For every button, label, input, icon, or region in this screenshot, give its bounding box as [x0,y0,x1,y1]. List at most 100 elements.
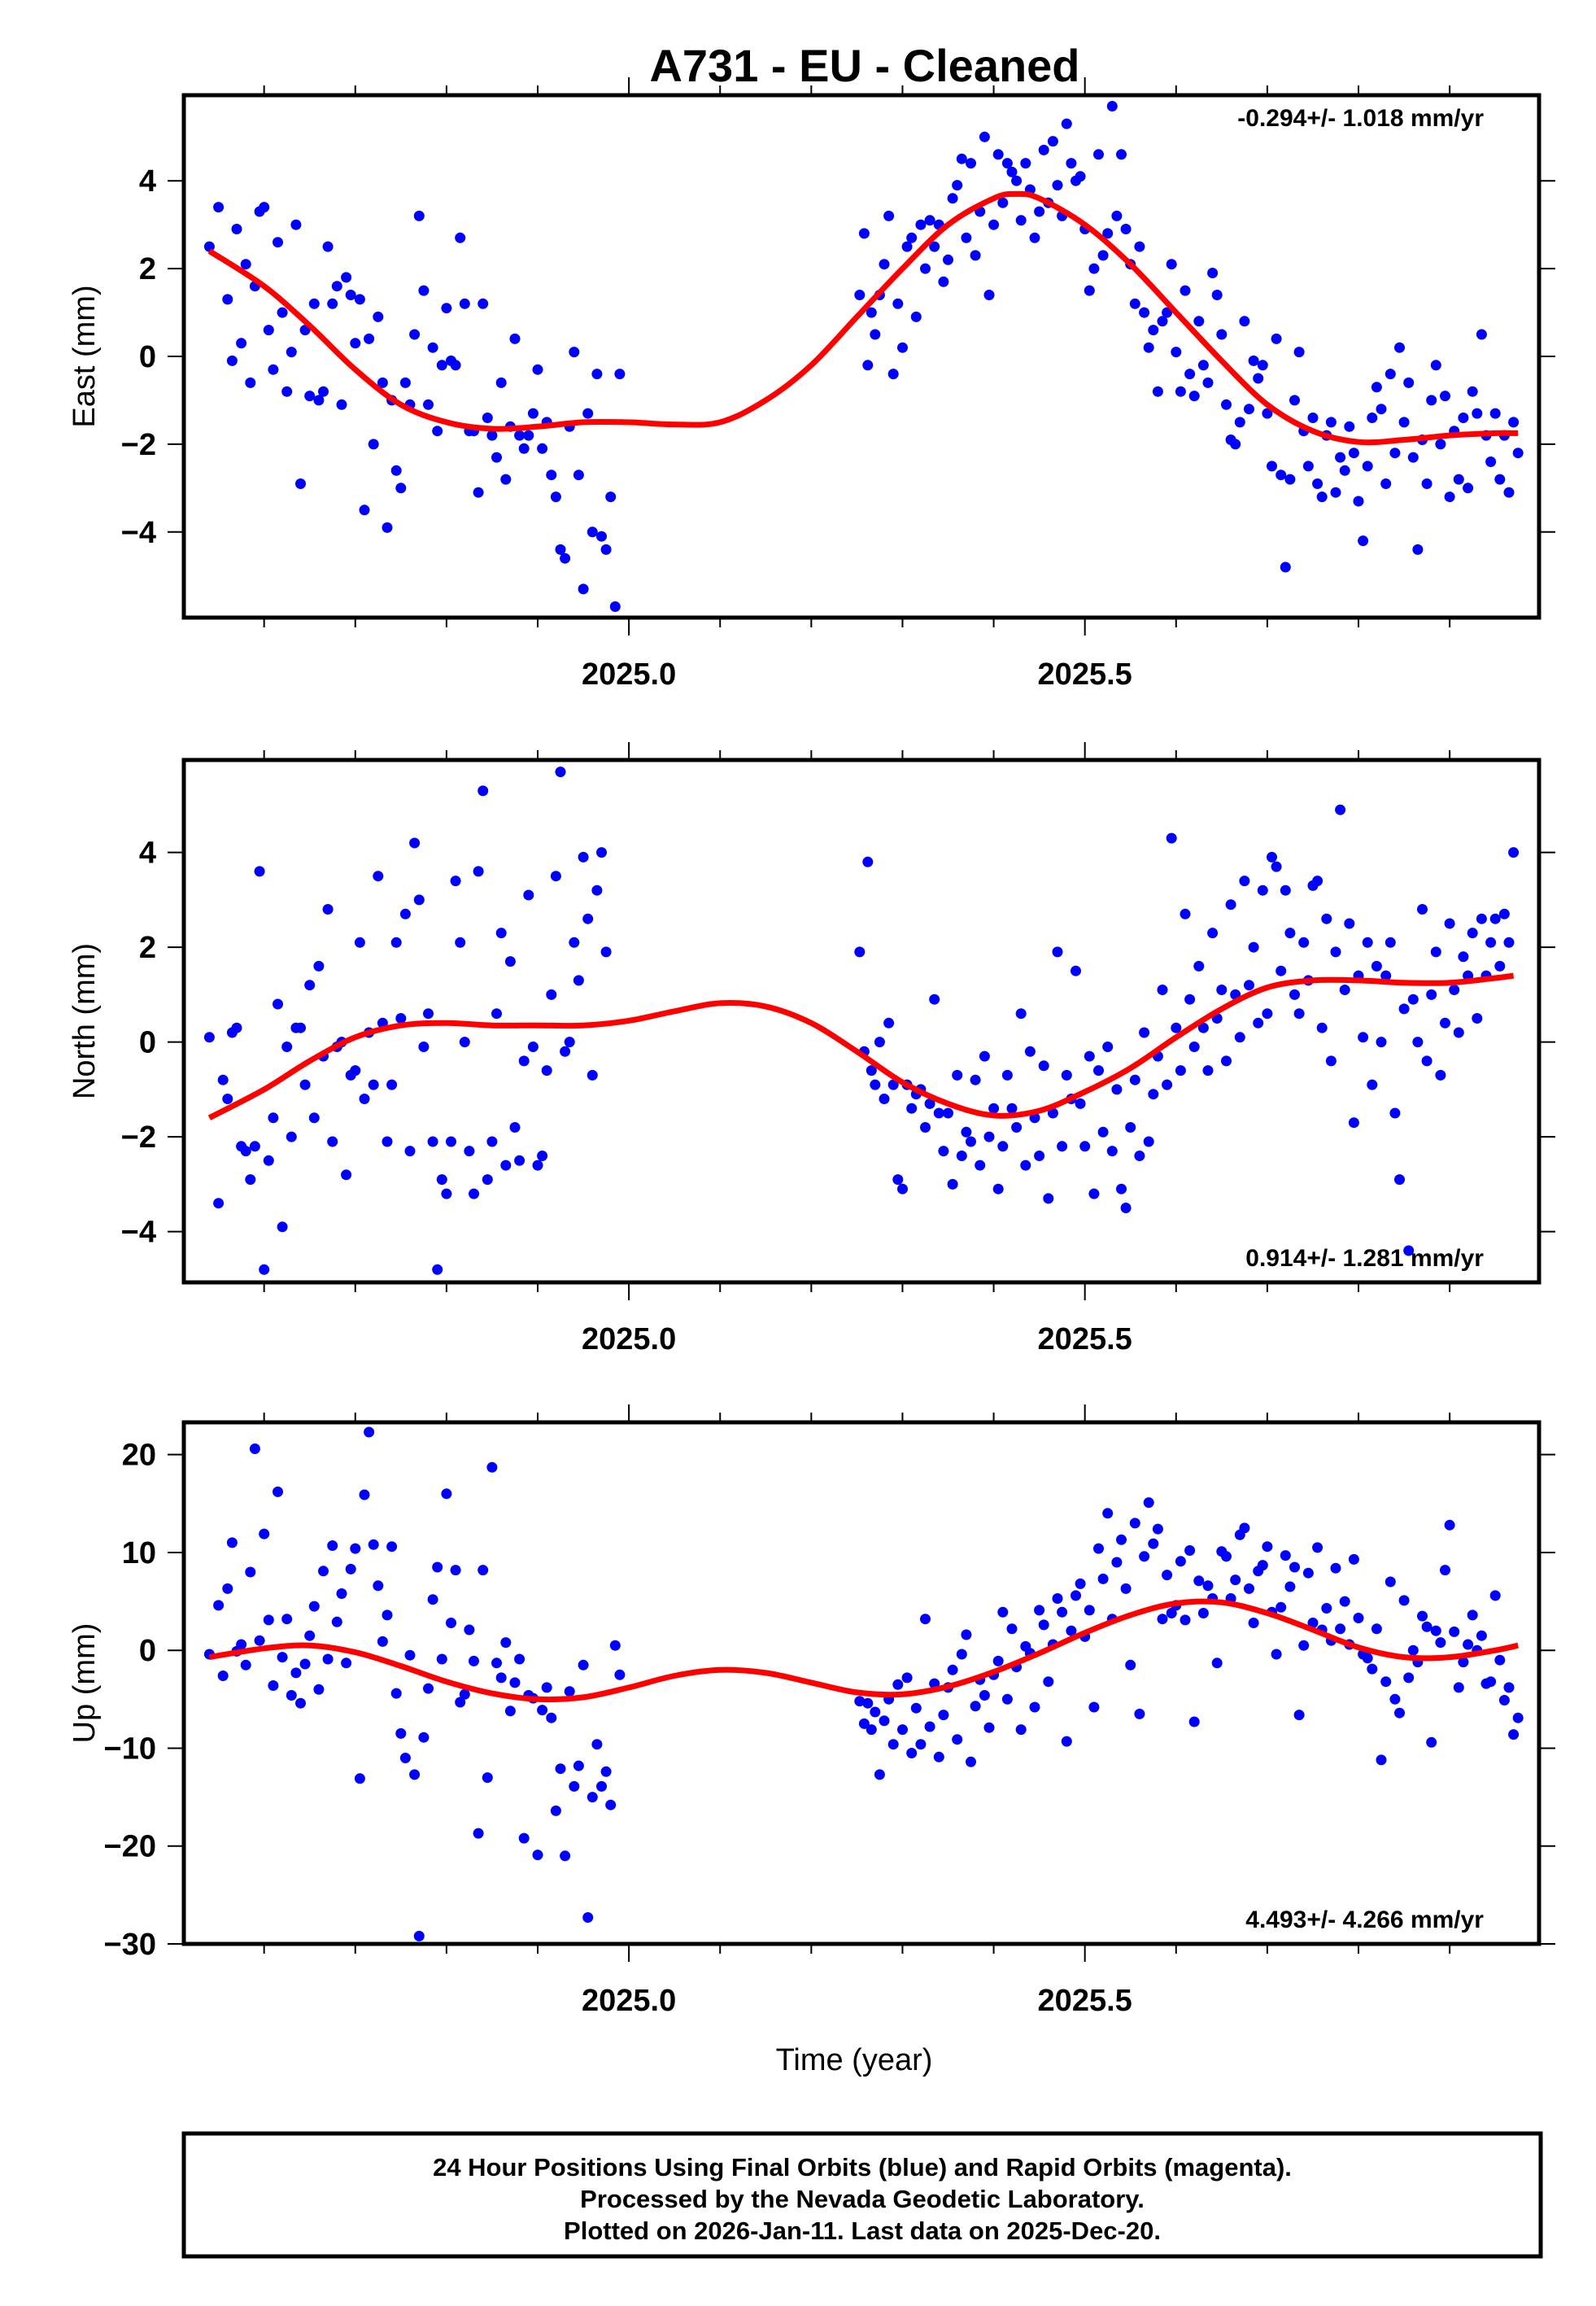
data-point [614,1669,626,1680]
data-point [596,1780,607,1792]
data-point [304,1630,316,1641]
data-point [992,1183,1004,1194]
data-point [1330,1562,1341,1574]
data-point [609,1640,621,1651]
data-point [1444,1519,1455,1531]
data-point [1271,1649,1282,1660]
data-point [1248,1618,1259,1628]
data-point [441,1188,452,1199]
data-point [920,1614,931,1625]
data-point [961,1629,972,1640]
data-point [1307,1618,1319,1628]
data-point [354,1773,365,1784]
data-point [240,259,251,270]
data-point [1175,1556,1186,1567]
data-point [862,360,874,371]
data-point [236,338,247,349]
data-point [1071,965,1081,976]
footer-line-2: Processed by the Nevada Geodetic Laborat… [580,2185,1145,2213]
data-point [1293,347,1305,358]
data-point [879,1094,890,1104]
data-point [446,1618,456,1628]
data-point [226,1537,238,1548]
data-point [436,1174,447,1186]
data-point [582,913,594,924]
data-point [1093,1065,1104,1077]
data-point [854,946,866,958]
data-point [1508,847,1520,858]
data-point [249,1443,260,1454]
data-point [956,1151,967,1161]
data-point [500,1637,512,1649]
data-point [222,1583,233,1594]
data-point [1344,421,1355,432]
data-point [550,491,561,503]
data-point [1093,149,1104,160]
data-point [1061,1736,1072,1747]
points-up [203,1426,1524,1941]
data-point [390,1688,402,1699]
data-point [929,241,940,252]
data-point [587,526,598,538]
data-point [1394,1707,1405,1719]
data-point [582,1912,594,1923]
data-point [254,866,265,877]
data-point [1275,1601,1287,1613]
footer-line-1: 24 Hour Positions Using Final Orbits (bl… [433,2153,1292,2182]
data-point [1230,1574,1241,1586]
y-tick-label: −20 [104,1830,156,1864]
data-point [564,1686,575,1697]
data-point [1038,1619,1049,1631]
data-point [901,1672,913,1684]
data-point [1015,1724,1027,1736]
panel-east: 2025.0 2025.5 4 2 0 −2 −4 East (mm) -0.294+/- 1.… [68,77,1555,692]
data-point [1494,474,1506,485]
data-point [569,937,580,948]
data-point [423,1008,434,1020]
data-point [537,1705,548,1716]
data-point [938,1146,949,1157]
data-point [1001,158,1013,169]
data-point [1029,1701,1040,1713]
data-point [1088,1188,1100,1199]
data-point [541,1065,552,1077]
data-point [992,149,1004,160]
data-point [1106,101,1118,111]
data-point [1472,408,1483,419]
data-point [983,1722,995,1733]
data-point [892,298,904,309]
data-point [459,1037,470,1048]
data-point [1116,149,1127,160]
data-point [263,1614,274,1626]
data-point [395,1013,407,1024]
data-point [268,364,279,375]
data-point [1330,946,1341,958]
data-point [1075,1578,1086,1589]
data-point [988,219,1000,230]
x-tick-label: 2025.5 [1038,657,1132,692]
data-point [1244,404,1254,415]
data-point [1403,377,1415,388]
data-point [1207,268,1219,278]
data-point [359,1094,370,1104]
data-point [245,1566,256,1578]
data-point [1257,884,1268,896]
data-point [537,443,548,454]
data-point [1367,1663,1378,1675]
data-point [1435,1069,1446,1081]
data-point [427,1594,438,1605]
data-point [350,1065,361,1077]
data-point [1020,158,1031,169]
data-point [495,1672,507,1684]
data-point [500,1160,512,1171]
data-point [546,469,557,481]
data-point [1166,1608,1177,1618]
data-point [1066,158,1077,169]
data-point [509,1122,521,1133]
data-point [573,975,584,986]
data-point [966,158,976,169]
data-point [1102,1042,1114,1052]
data-point [1079,1141,1091,1152]
data-point [862,856,874,867]
data-point [1152,386,1163,397]
